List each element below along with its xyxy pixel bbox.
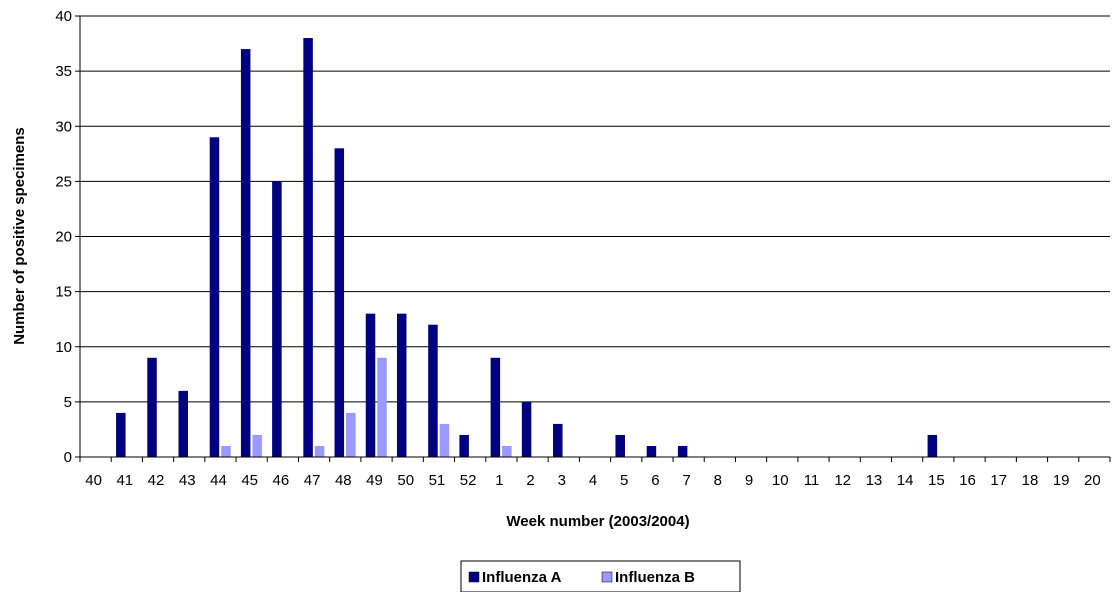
- x-tick-label: 19: [1053, 472, 1070, 489]
- legend-label: Influenza A: [482, 569, 562, 586]
- x-tick-label: 42: [148, 472, 165, 489]
- bar-influenza-a: [553, 423, 563, 457]
- x-tick-label: 20: [1084, 472, 1101, 489]
- x-tick-label: 45: [241, 472, 258, 489]
- bar-influenza-a: [240, 49, 251, 457]
- x-tick-label: 15: [928, 472, 945, 489]
- bar-influenza-a: [365, 313, 376, 457]
- legend-swatch: [468, 571, 480, 583]
- x-tick-label: 7: [682, 472, 690, 489]
- bar-influenza-b: [502, 445, 512, 457]
- legend: Influenza A Influenza B: [460, 560, 741, 592]
- x-tick-label: 9: [745, 472, 753, 489]
- x-tick-label: 12: [834, 472, 851, 489]
- bar-influenza-a: [615, 434, 625, 457]
- x-tick-label: 16: [959, 472, 976, 489]
- x-tick-label: 5: [620, 472, 628, 489]
- bar-influenza-a: [116, 412, 126, 457]
- bar-influenza-a: [178, 390, 188, 457]
- x-tick-label: 6: [651, 472, 659, 489]
- x-tick-label: 46: [273, 472, 290, 489]
- legend-label: Influenza B: [615, 569, 695, 586]
- bar-influenza-a: [428, 324, 438, 457]
- bar-influenza-b: [346, 412, 356, 457]
- y-tick-label: 20: [55, 229, 72, 246]
- bar-influenza-a: [490, 357, 501, 457]
- y-tick-label: 30: [55, 118, 72, 135]
- bar-influenza-a: [147, 357, 157, 457]
- x-tick-label: 13: [866, 472, 883, 489]
- y-tick-label: 35: [55, 63, 72, 80]
- bar-influenza-a: [646, 445, 657, 457]
- bars: [116, 38, 938, 458]
- bar-influenza-b: [439, 423, 450, 457]
- bar-influenza-a: [927, 434, 938, 457]
- axes: [75, 15, 1111, 462]
- x-tick-label: 11: [804, 472, 820, 489]
- x-tick-label: 44: [210, 472, 227, 489]
- x-tick-label: 48: [335, 472, 352, 489]
- y-tick-label: 10: [55, 339, 72, 356]
- x-axis-title: Week number (2003/2004): [506, 513, 689, 530]
- y-tick-labels: 0 5 10 15 20 25 30 35 40: [55, 8, 72, 466]
- y-tick-label: 15: [55, 284, 72, 301]
- x-tick-label: 10: [772, 472, 789, 489]
- bar-influenza-a: [521, 401, 532, 457]
- bar-influenza-b: [252, 434, 262, 457]
- y-tick-label: 5: [64, 394, 72, 411]
- bar-influenza-b: [377, 357, 387, 457]
- bar-influenza-a: [303, 38, 313, 458]
- x-tick-label: 18: [1022, 472, 1039, 489]
- x-tick-label: 51: [429, 472, 446, 489]
- x-tick-label: 43: [179, 472, 196, 489]
- legend-box: [460, 560, 741, 592]
- x-tick-label: 17: [990, 472, 1007, 489]
- x-tick-label: 14: [897, 472, 914, 489]
- x-tick-label: 1: [495, 472, 503, 489]
- x-tick-label: 50: [397, 472, 414, 489]
- x-tick-label: 2: [526, 472, 534, 489]
- bar-influenza-a: [272, 181, 282, 457]
- bar-influenza-b: [314, 445, 325, 457]
- gridlines: [80, 15, 1110, 403]
- x-tick-labels: 40 41 42 43 44 45 46 47 48 49 50 51 52 1 2 3 4 5 6 7 8 9 10 11 1…: [85, 472, 1100, 489]
- y-tick-label: 40: [55, 8, 72, 25]
- x-tick-label: 3: [558, 472, 566, 489]
- x-tick-label: 47: [304, 472, 321, 489]
- bar-influenza-a: [334, 148, 345, 458]
- x-tick-label: 52: [460, 472, 477, 489]
- x-tick-label: 8: [714, 472, 722, 489]
- y-axis-title: Number of positive specimens: [11, 127, 28, 345]
- y-tick-label: 25: [55, 173, 72, 190]
- bar-influenza-a: [677, 445, 688, 457]
- bar-influenza-a: [396, 313, 407, 457]
- x-tick-label: 4: [589, 472, 597, 489]
- x-tick-label: 49: [366, 472, 383, 489]
- bar-influenza-b: [221, 445, 231, 457]
- x-tick-label: 41: [116, 472, 133, 489]
- bar-influenza-a: [459, 434, 469, 457]
- legend-swatch: [601, 571, 613, 583]
- bar-influenza-a: [209, 137, 220, 457]
- y-tick-label: 0: [64, 449, 72, 466]
- x-tick-label: 40: [85, 472, 102, 489]
